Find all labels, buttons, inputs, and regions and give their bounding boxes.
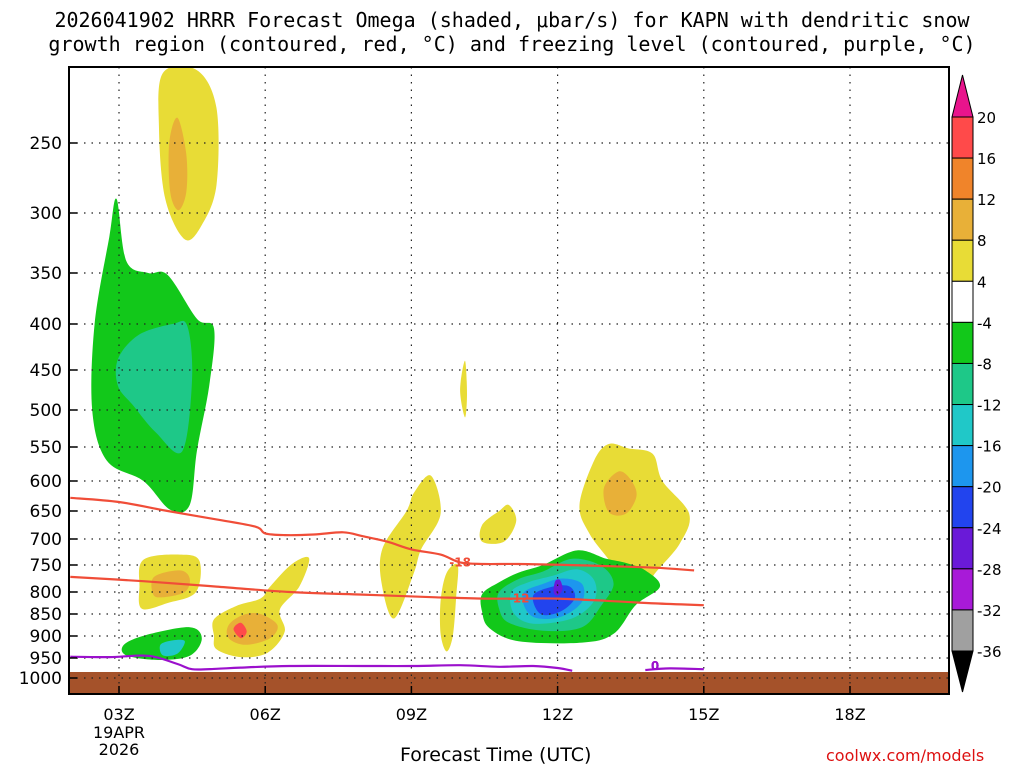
omega-region-22: [553, 579, 563, 596]
omega-region-8: [212, 556, 310, 658]
colorbar-label: -24: [977, 520, 1002, 538]
x-tick-sublabel: 2026: [99, 740, 140, 759]
snow-growth-contour-label: -18: [449, 555, 471, 569]
y-tick-label: 400: [30, 315, 62, 335]
freezing-level-contour-1: [645, 667, 704, 672]
colorbar-top-arrow: [951, 74, 974, 118]
x-tick-label: 18Z: [834, 705, 865, 724]
chart-title-line-2: growth region (contoured, red, °C) and f…: [48, 32, 976, 56]
y-tick-label: 600: [30, 472, 62, 492]
x-tick-label: 15Z: [688, 705, 719, 724]
y-tick-label: 800: [30, 583, 62, 603]
colorbar-swatch: [951, 280, 974, 323]
plot-frame: [68, 66, 950, 695]
x-axis-title: Forecast Time (UTC): [400, 744, 592, 766]
colorbar-swatch: [951, 116, 974, 159]
snow-growth-contour-label: -12: [508, 592, 530, 606]
omega-region-14: [439, 563, 459, 652]
colorbar-label: 8: [977, 232, 987, 250]
y-tick-label: 250: [30, 134, 62, 154]
x-tick-label: 09Z: [396, 705, 427, 724]
colorbar-label: -36: [977, 643, 1002, 661]
omega-region-1: [168, 117, 188, 211]
colorbar-label: 4: [977, 273, 987, 291]
omega-region-11: [379, 475, 441, 619]
freezing-level-contour-label: 0: [651, 659, 659, 673]
colorbar-label: -12: [977, 397, 1002, 415]
colorbar-bottom-arrow: [951, 650, 974, 693]
colorbar-swatch: [951, 198, 974, 241]
colorbar-swatch: [951, 609, 974, 652]
snow-growth-contour-0: [70, 575, 704, 607]
colorbar-label: -16: [977, 438, 1002, 456]
colorbar-swatch: [951, 404, 974, 447]
x-tick-label: 12Z: [542, 705, 573, 724]
freezing-level-contour-0: [70, 654, 573, 672]
colorbar-label: -4: [977, 314, 992, 332]
colorbar-label: 16: [977, 150, 996, 168]
omega-region-7: [159, 639, 185, 657]
y-tick-label: 700: [30, 530, 62, 550]
colorbar-swatch: [951, 486, 974, 529]
colorbar-swatch: [951, 568, 974, 611]
y-tick-label: 500: [30, 401, 62, 421]
omega-region-0: [158, 67, 219, 241]
omega-region-10: [233, 622, 247, 639]
colorbar: 20 16 12 8 4 -4 -8 -12 -16 -20 -24 -28 -32 -36: [951, 74, 1002, 693]
colorbar-swatch: [951, 445, 974, 488]
y-tick-label: 900: [30, 627, 62, 647]
colorbar-swatch: [951, 527, 974, 570]
site-credit[interactable]: coolwx.com/models: [826, 746, 985, 765]
freezing-level-contour-label: 0: [651, 659, 659, 673]
y-tick-label: 750: [30, 556, 62, 576]
y-tick-label: 950: [30, 649, 62, 669]
colorbar-swatch: [951, 362, 974, 406]
colorbar-swatch: [951, 321, 974, 364]
y-tick-label: 300: [30, 204, 62, 224]
omega-region-16: [603, 471, 637, 516]
y-tick-label: 550: [30, 438, 62, 458]
ground-fill: [69, 672, 949, 694]
omega-region-3: [115, 320, 193, 454]
y-tick-label: 450: [30, 361, 62, 381]
omega-region-21: [532, 585, 576, 616]
x-tick-label: 03Z: [103, 705, 134, 724]
x-tick-sublabel: 19APR: [93, 723, 145, 742]
colorbar-label: 12: [977, 191, 996, 209]
colorbar-label: -8: [977, 355, 992, 373]
colorbar-swatch: [951, 239, 974, 282]
x-tick-label: 06Z: [250, 705, 281, 724]
colorbar-label: -20: [977, 479, 1002, 497]
y-tick-label: 850: [30, 605, 62, 625]
y-tick-label: 650: [30, 502, 62, 522]
colorbar-label: 20: [977, 109, 996, 127]
y-tick-label: 1000: [19, 669, 62, 689]
omega-region-12: [460, 360, 467, 418]
omega-region-13: [479, 504, 517, 544]
colorbar-label: -28: [977, 561, 1002, 579]
omega-region-15: [579, 443, 690, 593]
colorbar-label: -32: [977, 602, 1002, 620]
snow-growth-contour-1: [70, 496, 695, 572]
colorbar-swatch: [951, 157, 974, 200]
chart-title-line-1: 2026041902 HRRR Forecast Omega (shaded, …: [54, 8, 970, 32]
y-tick-label: 350: [30, 264, 62, 284]
axes: 2503003504004505005506006507007508008509…: [19, 134, 866, 759]
